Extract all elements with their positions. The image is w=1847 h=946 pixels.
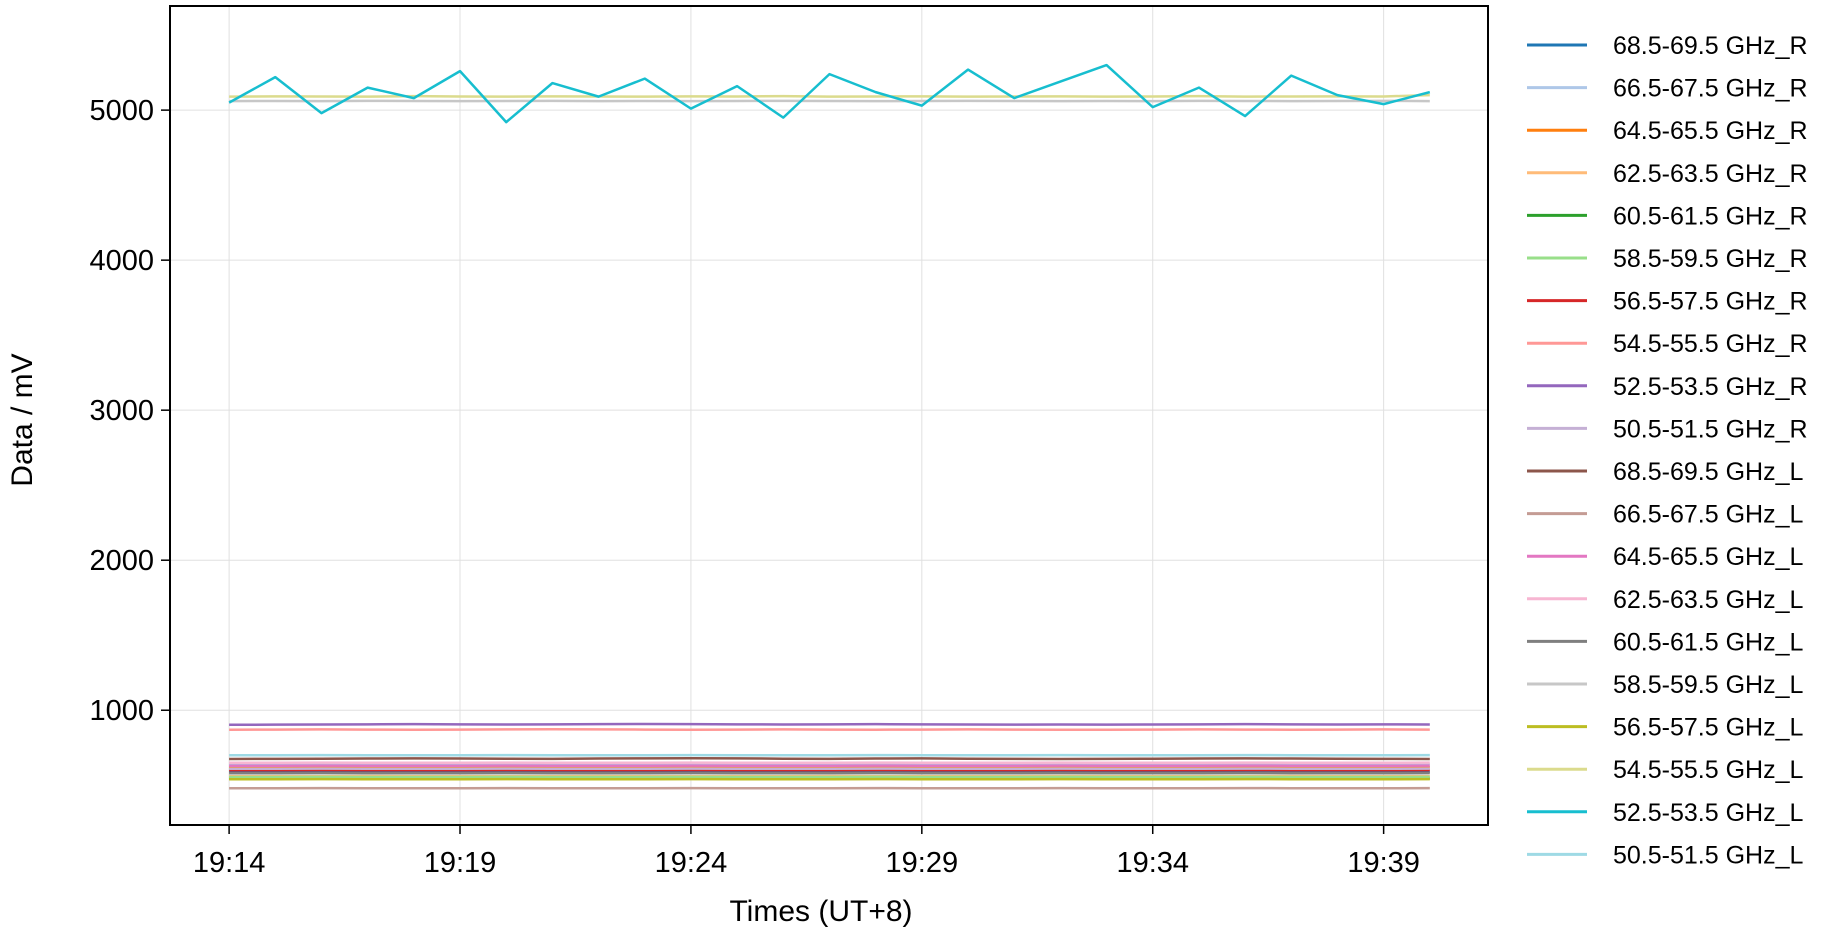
legend-label: 68.5-69.5 GHz_L	[1613, 458, 1803, 486]
legend-label: 50.5-51.5 GHz_R	[1613, 415, 1808, 443]
y-axis-label: Data / mV	[6, 353, 39, 486]
legend-label: 58.5-59.5 GHz_R	[1613, 245, 1808, 273]
legend-label: 60.5-61.5 GHz_R	[1613, 202, 1808, 230]
legend-label: 68.5-69.5 GHz_R	[1613, 32, 1808, 60]
series-line	[229, 758, 1430, 759]
legend-label: 58.5-59.5 GHz_L	[1613, 671, 1803, 699]
y-tick-label: 4000	[89, 245, 154, 277]
x-tick-label: 19:19	[424, 847, 497, 879]
y-tick-label: 5000	[89, 95, 154, 127]
legend-label: 64.5-65.5 GHz_L	[1613, 543, 1803, 571]
legend-label: 60.5-61.5 GHz_L	[1613, 628, 1803, 656]
x-tick-label: 19:14	[193, 847, 266, 879]
legend-label: 54.5-55.5 GHz_R	[1613, 330, 1808, 358]
legend-label: 52.5-53.5 GHz_L	[1613, 799, 1803, 827]
y-tick-label: 2000	[89, 545, 154, 577]
series-line	[229, 724, 1430, 725]
legend-label: 66.5-67.5 GHz_L	[1613, 501, 1803, 529]
x-axis-label: Times (UT+8)	[729, 895, 912, 928]
x-tick-label: 19:29	[886, 847, 959, 879]
x-tick-label: 19:24	[655, 847, 728, 879]
legend-label: 64.5-65.5 GHz_R	[1613, 117, 1808, 145]
legend-label: 56.5-57.5 GHz_R	[1613, 288, 1808, 316]
y-tick-label: 3000	[89, 395, 154, 427]
plot-frame	[170, 6, 1488, 825]
x-tick-label: 19:34	[1116, 847, 1189, 879]
legend-label: 56.5-57.5 GHz_L	[1613, 714, 1803, 742]
legend-label: 50.5-51.5 GHz_L	[1613, 841, 1803, 869]
series-line	[229, 65, 1430, 122]
x-tick-label: 19:39	[1347, 847, 1420, 879]
legend-label: 52.5-53.5 GHz_R	[1613, 373, 1808, 401]
y-tick-label: 1000	[89, 695, 154, 727]
legend-label: 62.5-63.5 GHz_L	[1613, 586, 1803, 614]
legend-label: 54.5-55.5 GHz_L	[1613, 756, 1803, 784]
legend-label: 62.5-63.5 GHz_R	[1613, 160, 1808, 188]
legend-label: 66.5-67.5 GHz_R	[1613, 75, 1808, 103]
